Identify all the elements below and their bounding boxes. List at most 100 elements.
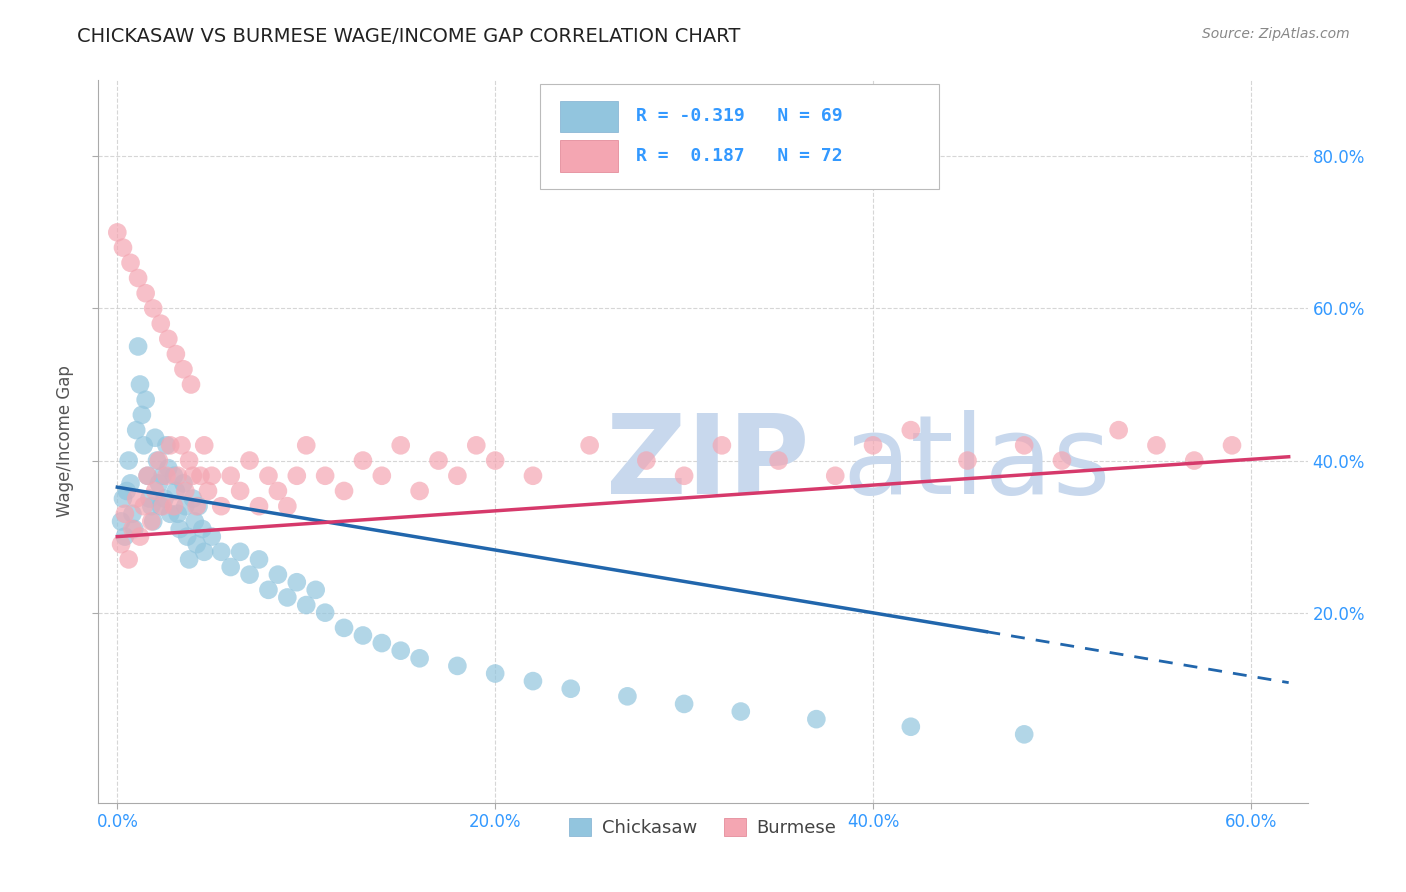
- Point: [143, 483, 166, 498]
- Point: [285, 468, 308, 483]
- Point: [127, 271, 149, 285]
- Point: [179, 453, 201, 467]
- Point: [190, 468, 212, 483]
- Point: [446, 468, 468, 483]
- Point: [163, 468, 186, 483]
- Point: [247, 552, 270, 566]
- Point: [636, 453, 658, 467]
- Point: [1108, 423, 1130, 437]
- Point: [110, 515, 132, 529]
- Point: [209, 545, 232, 559]
- Point: [239, 453, 262, 467]
- Point: [862, 438, 884, 452]
- Point: [110, 537, 132, 551]
- Point: [267, 483, 290, 498]
- Point: [111, 241, 134, 255]
- Point: [522, 468, 544, 483]
- Point: [141, 499, 163, 513]
- Point: [155, 468, 177, 483]
- Point: [148, 476, 170, 491]
- Point: [124, 522, 146, 536]
- Point: [578, 438, 600, 452]
- Point: [125, 491, 148, 506]
- Point: [184, 515, 207, 529]
- Text: CHICKASAW VS BURMESE WAGE/INCOME GAP CORRELATION CHART: CHICKASAW VS BURMESE WAGE/INCOME GAP COR…: [77, 27, 741, 45]
- Point: [193, 545, 215, 559]
- Point: [142, 515, 165, 529]
- Point: [1012, 438, 1035, 452]
- Point: [465, 438, 488, 452]
- Point: [219, 560, 242, 574]
- Point: [159, 507, 181, 521]
- Point: [118, 453, 141, 467]
- Point: [165, 347, 187, 361]
- Point: [295, 598, 318, 612]
- Point: [956, 453, 979, 467]
- Point: [152, 468, 174, 483]
- Point: [314, 468, 336, 483]
- Point: [141, 515, 163, 529]
- Point: [142, 301, 165, 316]
- Point: [153, 491, 176, 506]
- Point: [121, 522, 143, 536]
- Point: [247, 499, 270, 513]
- Point: [201, 530, 224, 544]
- Point: [172, 362, 194, 376]
- Point: [138, 491, 160, 506]
- Point: [193, 438, 215, 452]
- Point: [900, 423, 922, 437]
- Point: [257, 582, 280, 597]
- Point: [129, 377, 152, 392]
- Point: [201, 468, 224, 483]
- Point: [127, 339, 149, 353]
- Y-axis label: Wage/Income Gap: Wage/Income Gap: [56, 366, 75, 517]
- Point: [191, 522, 214, 536]
- Point: [730, 705, 752, 719]
- Point: [1220, 438, 1243, 452]
- Point: [120, 476, 142, 491]
- Point: [159, 438, 181, 452]
- Point: [1182, 453, 1205, 467]
- Point: [172, 476, 194, 491]
- Point: [146, 453, 169, 467]
- Point: [673, 697, 696, 711]
- Point: [114, 530, 136, 544]
- Point: [186, 537, 208, 551]
- Point: [118, 552, 141, 566]
- Point: [114, 507, 136, 521]
- Point: [176, 530, 198, 544]
- Point: [181, 468, 204, 483]
- Point: [484, 453, 506, 467]
- Point: [163, 499, 186, 513]
- Point: [333, 483, 356, 498]
- Bar: [561, 101, 619, 132]
- Point: [187, 499, 209, 513]
- Point: [806, 712, 828, 726]
- Bar: [561, 140, 619, 172]
- Point: [181, 491, 204, 506]
- Text: R = -0.319   N = 69: R = -0.319 N = 69: [637, 107, 844, 126]
- Point: [209, 499, 232, 513]
- Point: [352, 453, 374, 467]
- Point: [157, 461, 180, 475]
- Point: [1050, 453, 1073, 467]
- Point: [148, 453, 170, 467]
- Point: [132, 499, 155, 513]
- Point: [131, 408, 153, 422]
- Point: [136, 468, 159, 483]
- Point: [427, 453, 450, 467]
- Point: [157, 332, 180, 346]
- Point: [239, 567, 262, 582]
- Point: [824, 468, 846, 483]
- Point: [174, 499, 197, 513]
- Point: [135, 392, 157, 407]
- Point: [180, 377, 202, 392]
- Point: [105, 226, 128, 240]
- Point: [371, 468, 394, 483]
- Text: atlas: atlas: [842, 409, 1111, 516]
- Point: [900, 720, 922, 734]
- Point: [129, 530, 152, 544]
- Point: [285, 575, 308, 590]
- Point: [197, 483, 219, 498]
- Point: [276, 499, 298, 513]
